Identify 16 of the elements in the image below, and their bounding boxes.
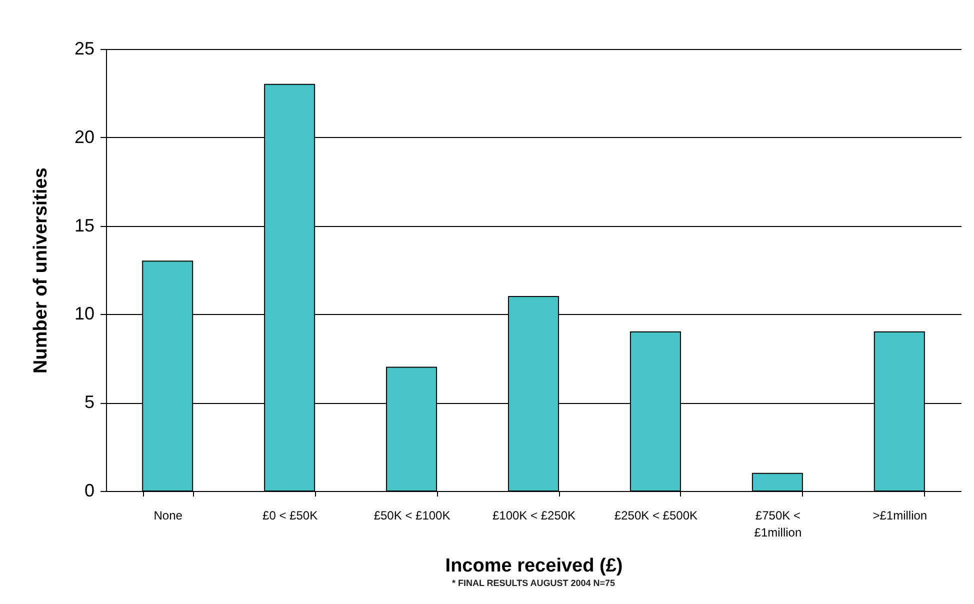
x-tick-label: £100K < £250K	[492, 508, 576, 522]
y-tick-label: 20	[74, 126, 94, 147]
y-tick-label: 15	[74, 215, 94, 236]
x-tick-label: £750K < £1million	[754, 508, 802, 540]
x-tick-label: £250K < £500K	[614, 508, 698, 522]
x-tick-label: £50K < £100K	[374, 508, 450, 522]
y-axis-title: Number of universities	[30, 168, 52, 374]
y-tick-label: 10	[74, 304, 94, 324]
y-tick-label: 25	[74, 38, 94, 58]
x-axis-title: Income received (£)	[445, 556, 623, 576]
y-tick-label: 5	[84, 392, 94, 412]
text: * FINAL RESULTS AUGUST 2004 N=75	[452, 578, 616, 588]
x-tick-label: >£1million	[872, 508, 928, 522]
x-tick-label: £0 < £50K	[262, 508, 318, 522]
y-tick-label: 0	[84, 480, 94, 500]
x-tick-label: None	[154, 508, 183, 522]
